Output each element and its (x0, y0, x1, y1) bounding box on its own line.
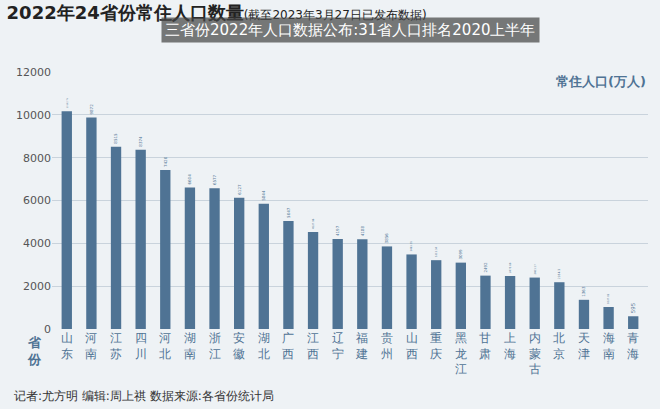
svg-text:三省份2022年人口数据公布:31省人口排名2020上半年: 三省份2022年人口数据公布:31省人口排名2020上半年 (165, 21, 536, 39)
svg-text:辽宁: 辽宁 (332, 331, 344, 361)
svg-text:湖北: 湖北 (258, 331, 270, 361)
svg-text:江西: 江西 (307, 331, 319, 361)
svg-text:8000: 8000 (23, 152, 51, 165)
svg-text:湖南: 湖南 (184, 331, 196, 361)
svg-text:内蒙古: 内蒙古 (529, 331, 541, 376)
svg-text:4527.98: 4527.98 (312, 218, 315, 229)
svg-text:海南: 海南 (603, 331, 615, 361)
svg-text:12000: 12000 (16, 66, 51, 79)
svg-text:山西: 山西 (406, 331, 418, 361)
svg-text:福建: 福建 (355, 331, 368, 361)
svg-text:10000: 10000 (16, 109, 51, 122)
svg-text:3481.35: 3481.35 (410, 241, 413, 252)
svg-text:黑龙江: 黑龙江 (455, 331, 467, 376)
svg-text:2022年24省份常住人口数量(截至2023年3月27日已发: 2022年24省份常住人口数量(截至2023年3月27日已发布数据) (7, 2, 427, 23)
svg-text:2000: 2000 (23, 280, 51, 293)
svg-text:山东: 山东 (61, 331, 73, 361)
svg-text:天津: 天津 (578, 331, 590, 361)
svg-text:甘肃: 甘肃 (479, 331, 491, 361)
svg-text:浙江: 浙江 (209, 331, 221, 361)
svg-text:9872: 9872 (89, 104, 94, 115)
svg-text:广西: 广西 (282, 331, 294, 361)
svg-text:2492: 2492 (483, 262, 488, 273)
svg-text:贵州: 贵州 (381, 331, 393, 361)
svg-text:河南: 河南 (85, 331, 97, 361)
svg-text:记者:尤方明 编辑:周上祺 数据来源:各省份统计局: 记者:尤方明 编辑:周上祺 数据来源:各省份统计局 (14, 389, 274, 403)
svg-text:6604: 6604 (187, 174, 192, 185)
svg-text:8515: 8515 (113, 133, 118, 144)
svg-text:北京: 北京 (553, 331, 565, 361)
svg-text:上海: 上海 (504, 331, 516, 361)
svg-text:青海: 青海 (627, 331, 639, 361)
svg-text:5844: 5844 (261, 190, 266, 201)
svg-text:0: 0 (44, 323, 51, 336)
svg-text:四川: 四川 (135, 331, 147, 361)
svg-text:安徽: 安徽 (233, 331, 245, 361)
svg-text:6000: 6000 (23, 194, 51, 207)
svg-text:8374: 8374 (138, 136, 143, 147)
svg-text:省份: 省份 (27, 335, 42, 367)
svg-text:595: 595 (630, 303, 636, 313)
svg-text:3099: 3099 (458, 249, 463, 260)
svg-text:4188: 4188 (360, 226, 365, 237)
svg-text:5047: 5047 (286, 207, 291, 218)
svg-text:3213.34: 3213.34 (435, 246, 438, 257)
svg-text:河北: 河北 (159, 331, 171, 361)
svg-text:2475.89: 2475.89 (509, 262, 512, 273)
svg-text:3856: 3856 (384, 233, 389, 244)
svg-text:江苏: 江苏 (110, 331, 122, 361)
svg-text:重庆: 重庆 (430, 331, 442, 361)
svg-text:4000: 4000 (23, 237, 51, 250)
svg-text:10162.79: 10162.79 (66, 97, 69, 108)
svg-text:2184.3: 2184.3 (557, 269, 561, 279)
svg-text:1027.02: 1027.02 (607, 293, 610, 304)
svg-text:4197: 4197 (335, 225, 340, 236)
svg-text:7420: 7420 (163, 156, 168, 167)
svg-text:6577: 6577 (212, 174, 217, 185)
svg-text:常住人口(万人): 常住人口(万人) (556, 74, 646, 89)
svg-text:1363: 1363 (581, 286, 586, 297)
svg-text:2401.17: 2401.17 (534, 264, 537, 275)
svg-text:6127: 6127 (237, 184, 242, 195)
